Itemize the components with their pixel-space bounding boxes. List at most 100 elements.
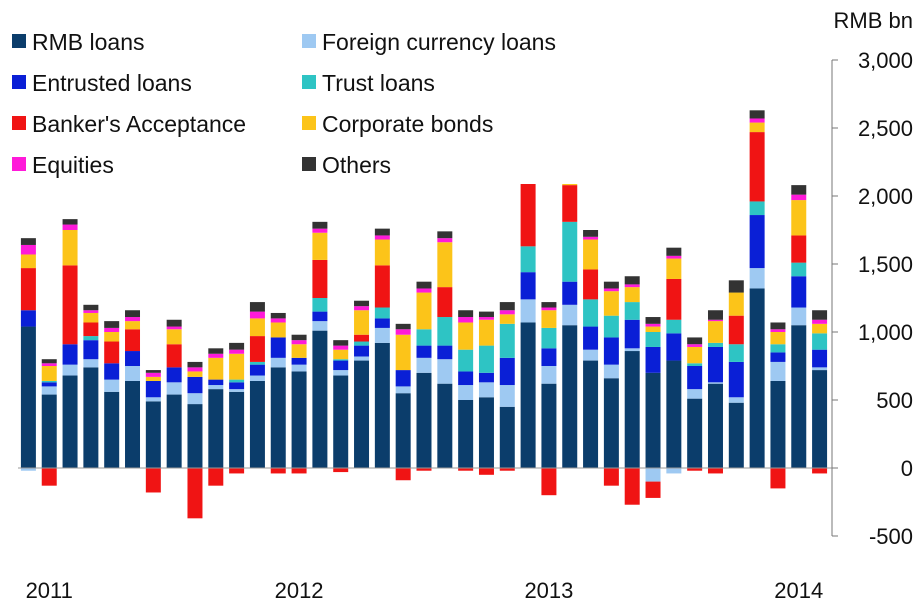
bar-segment-banker-s-acceptance-2011-12	[249, 336, 265, 362]
bar-segment-equities-2013-12	[749, 118, 765, 123]
bar-segment-others-2012-07	[395, 323, 411, 330]
bar-segment-foreign-currency-loans-2013-07	[645, 468, 661, 482]
bar-segment-rmb-loans-2013-11	[728, 402, 744, 468]
bar-segment-equities-2013-05	[603, 288, 619, 292]
bar-segment-others-2011-06	[125, 310, 141, 318]
y-tick-label: 0	[901, 456, 913, 481]
bar-segment-equities-2012-07	[395, 329, 411, 335]
bar-segment-rmb-loans-2012-11	[478, 397, 494, 468]
bar-segment-trust-loans-2012-11	[478, 345, 494, 373]
bar-segment-foreign-currency-loans-2013-12	[749, 268, 765, 289]
bar-segment-entrusted-loans-2013-02	[541, 348, 557, 366]
bar-segment-banker-s-acceptance-2011-09	[187, 468, 203, 519]
bar-segment-entrusted-loans-2011-07	[145, 380, 161, 398]
bar-segment-foreign-currency-loans-2012-08	[416, 357, 432, 373]
bar-segment-entrusted-loans-2012-07	[395, 370, 411, 387]
bar-segment-corporate-bonds-2014-01	[770, 332, 786, 345]
bar-segment-others-2014-02	[791, 185, 807, 195]
bar-segment-banker-s-acceptance-2012-02	[291, 468, 307, 474]
bar-segment-trust-loans-2013-05	[603, 315, 619, 338]
bar-segment-foreign-currency-loans-2011-04	[83, 359, 99, 368]
bar-segment-trust-loans-2013-01	[520, 246, 536, 273]
bar-segment-entrusted-loans-2012-06	[374, 318, 390, 328]
bar-segment-foreign-currency-loans-2013-01	[520, 299, 536, 323]
bar-segment-foreign-currency-loans-2014-03	[812, 367, 828, 371]
bar-segment-others-2011-07	[145, 370, 161, 373]
bar-segment-entrusted-loans-2011-12	[249, 364, 265, 376]
bar-segment-banker-s-acceptance-2011-07	[145, 468, 161, 493]
bar-segment-foreign-currency-loans-2012-05	[354, 356, 370, 361]
bar-segment-rmb-loans-2013-05	[603, 378, 619, 468]
bar-segment-trust-loans-2014-01	[770, 344, 786, 353]
bar-segment-entrusted-loans-2013-09	[687, 366, 703, 390]
bar-segment-foreign-currency-loans-2012-12	[499, 385, 515, 407]
bar-segment-foreign-currency-loans-2012-07	[395, 386, 411, 394]
bar-segment-rmb-loans-2013-08	[666, 360, 682, 468]
bar-segment-banker-s-acceptance-2012-08	[416, 468, 432, 471]
bar-segment-equities-2011-08	[166, 326, 182, 330]
bar-segment-entrusted-loans-2013-08	[666, 333, 682, 361]
bar-segment-others-2014-03	[812, 310, 828, 320]
bar-segment-corporate-bonds-2012-02	[291, 344, 307, 358]
bar-segment-others-2012-12	[499, 302, 515, 311]
bar-segment-entrusted-loans-2012-12	[499, 357, 515, 386]
bar-segment-rmb-loans-2012-02	[291, 371, 307, 468]
bar-segment-others-2013-02	[541, 302, 557, 308]
bar-segment-equities-2014-03	[812, 319, 828, 324]
bar-segment-trust-loans-2013-03	[562, 221, 578, 282]
bar-segment-corporate-bonds-2012-09	[437, 242, 453, 288]
bar-segment-others-2013-08	[666, 247, 682, 256]
bar-segment-foreign-currency-loans-2012-06	[374, 327, 390, 343]
bar-segment-equities-2012-04	[333, 345, 349, 350]
bar-segment-foreign-currency-loans-2012-03	[312, 321, 328, 331]
bar-segment-rmb-loans-2012-01	[270, 367, 286, 468]
bar-segment-entrusted-loans-2012-03	[312, 311, 328, 322]
bar-segment-rmb-loans-2011-05	[104, 391, 120, 468]
bar-segment-entrusted-loans-2011-02	[41, 382, 57, 387]
bar-segment-equities-2011-05	[104, 327, 120, 332]
bar-segment-trust-loans-2013-12	[749, 201, 765, 216]
bar-segment-entrusted-loans-2014-01	[770, 352, 786, 362]
bar-segment-equities-2012-01	[270, 318, 286, 323]
legend-label: Foreign currency loans	[322, 29, 556, 55]
bar-segment-banker-s-acceptance-2013-09	[687, 468, 703, 471]
bar-segment-foreign-currency-loans-2011-03	[62, 364, 78, 376]
bar-segment-entrusted-loans-2013-05	[603, 337, 619, 365]
legend-swatch	[12, 34, 26, 48]
bar-segment-trust-loans-2013-07	[645, 332, 661, 347]
bar-segment-entrusted-loans-2011-05	[104, 363, 120, 380]
bar-segment-corporate-bonds-2013-04	[583, 239, 599, 270]
bar-segment-corporate-bonds-2011-12	[249, 318, 265, 337]
bar-segment-equities-2013-08	[666, 255, 682, 259]
bar-segment-corporate-bonds-2013-05	[603, 291, 619, 316]
bar-segment-others-2012-10	[458, 310, 474, 318]
bar-segment-foreign-currency-loans-2011-11	[229, 389, 245, 392]
bar-segment-equities-2012-03	[312, 228, 328, 233]
bar-segment-banker-s-acceptance-2014-02	[791, 235, 807, 263]
bar-segment-banker-s-acceptance-2012-11	[478, 468, 494, 475]
bar-segment-banker-s-acceptance-2013-10	[707, 468, 723, 474]
legend-label: Equities	[32, 152, 114, 178]
bar-segment-entrusted-loans-2011-08	[166, 367, 182, 383]
bar-segment-rmb-loans-2012-03	[312, 330, 328, 468]
bar-segment-corporate-bonds-2011-06	[125, 321, 141, 330]
bar-segment-foreign-currency-loans-2012-10	[458, 385, 474, 400]
x-tick-label: 2013	[524, 578, 573, 603]
legend-swatch	[12, 116, 26, 130]
bar-segment-foreign-currency-loans-2011-05	[104, 379, 120, 392]
bar-segment-banker-s-acceptance-2011-10	[208, 468, 224, 486]
bar-segment-foreign-currency-loans-2013-04	[583, 349, 599, 361]
y-tick-label: 1,500	[858, 252, 913, 277]
bar-segment-others-2013-12	[749, 110, 765, 119]
bar-segment-entrusted-loans-2011-11	[229, 382, 245, 390]
x-axis-labels: 2011 2012 2013 2014	[26, 578, 824, 603]
bar-segment-banker-s-acceptance-2011-05	[104, 341, 120, 364]
bar-segment-trust-loans-2011-02	[41, 380, 57, 383]
bar-segment-corporate-bonds-2011-04	[83, 312, 99, 323]
bar-segment-corporate-bonds-2014-03	[812, 323, 828, 334]
bar-segment-banker-s-acceptance-2013-01	[520, 166, 536, 247]
bar-segment-foreign-currency-loans-2011-07	[145, 397, 161, 402]
bar-segment-others-2012-09	[437, 231, 453, 239]
legend-label: Others	[322, 152, 391, 178]
